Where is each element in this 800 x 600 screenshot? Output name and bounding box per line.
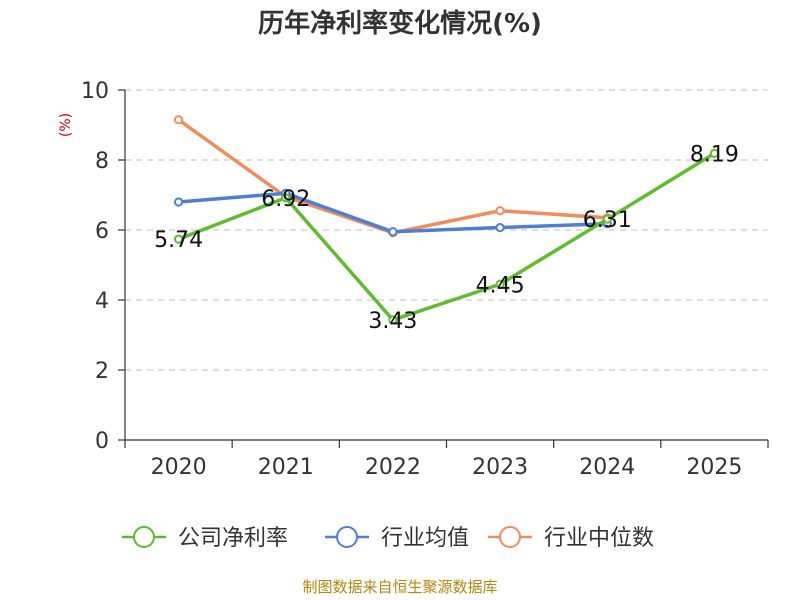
data-point: [173, 115, 184, 125]
y-tick-label: 8: [95, 149, 109, 174]
data-label: 8.19: [690, 142, 739, 167]
legend-marker: [499, 526, 521, 548]
chart-title: 历年净利率变化情况(%): [258, 8, 542, 39]
axes: 0 2 4 6 8 10 2020 2021 2022 2023 2024 2025: [81, 79, 769, 480]
data-point: [388, 315, 398, 325]
y-tick-label: 10: [81, 79, 109, 104]
legend: 公司净利率 行业均值 行业中位数: [122, 526, 654, 551]
data-point: [495, 279, 505, 289]
y-tick-label: 2: [95, 359, 109, 384]
legend-label: 行业均值: [381, 526, 469, 551]
legend-label: 公司净利率: [178, 526, 288, 551]
data-label: 6.31: [583, 208, 632, 233]
y-tick-label: 4: [95, 289, 109, 314]
y-tick-label: 6: [95, 219, 109, 244]
data-label: 6.92: [261, 187, 310, 212]
x-tick-label: 2020: [151, 455, 207, 480]
data-label: 3.43: [368, 309, 417, 334]
data-label: 4.45: [476, 273, 525, 298]
legend-marker: [133, 526, 155, 548]
data-point: [602, 214, 612, 224]
y-tick-label: 0: [95, 429, 109, 454]
data-point: [281, 193, 291, 203]
data-point: [173, 234, 184, 244]
y-axis-unit-label: (%): [58, 113, 74, 137]
x-tick-label: 2025: [686, 455, 742, 480]
data-label: 5.74: [154, 228, 203, 253]
x-tick-label: 2023: [472, 455, 528, 480]
data-point: [495, 206, 505, 216]
series-lines: [173, 115, 720, 325]
data-labels: 5.74 6.92 3.43 4.45 6.31 8.19: [154, 142, 739, 334]
series-line-0: [177, 151, 716, 322]
data-point: [709, 148, 720, 158]
data-point: [495, 222, 505, 233]
x-tick-label: 2022: [365, 455, 421, 480]
data-point: [173, 197, 184, 207]
legend-label: 行业中位数: [544, 526, 654, 551]
source-note: 制图数据来自恒生聚源数据库: [302, 578, 497, 596]
legend-marker: [336, 526, 358, 548]
data-point: [388, 227, 398, 237]
x-tick-label: 2021: [258, 455, 314, 480]
x-tick-label: 2024: [579, 455, 635, 480]
